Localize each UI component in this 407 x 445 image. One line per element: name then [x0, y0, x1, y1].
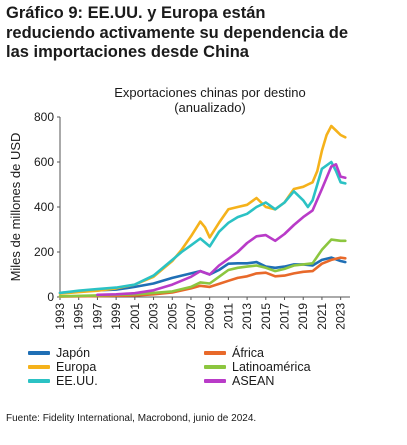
legend-label-europa: Europa [56, 360, 97, 374]
x-tick-label-13: 2019 [296, 303, 310, 330]
legend-swatch-japon [28, 351, 50, 355]
y-tick-label-2: 400 [34, 200, 54, 214]
legend-label-ee-uu: EE.UU. [56, 374, 98, 388]
series-line-latinoamerica [58, 238, 347, 298]
y-tick-label-0: 0 [47, 290, 54, 304]
tick-labels: 0 200 400 600 800 1993 1995 1997 1999 2001 2003 200… [34, 110, 348, 330]
x-tick-label-10: 2013 [240, 303, 254, 330]
headline: Gráfico 9: EE.UU. y Europa están reducie… [6, 4, 404, 63]
legend-swatch-europa [28, 365, 50, 369]
x-tick-label-5: 2003 [147, 303, 161, 330]
chart-subtitle: (anualizado) [174, 100, 246, 115]
y-tick-label-1: 200 [34, 245, 54, 259]
x-tick-label-1: 1995 [72, 303, 86, 330]
series-line-europa [58, 124, 347, 295]
x-tick-label-6: 2005 [165, 303, 179, 330]
x-tick-label-0: 1993 [53, 303, 67, 330]
series-line-asean [96, 163, 347, 297]
x-tick-label-7: 2007 [184, 303, 198, 330]
series-line-ee-uu [58, 160, 347, 295]
legend-label-latinoamerica: Latinoamérica [232, 360, 311, 374]
series-line-japon [58, 256, 347, 295]
x-tick-label-3: 1999 [109, 303, 123, 330]
series-layer [58, 124, 347, 298]
y-tick-label-3: 600 [34, 155, 54, 169]
source-note: Fuente: Fidelity International, Macrobon… [6, 413, 257, 424]
headline-line-2: reduciendo activamente su dependencia de [6, 23, 349, 42]
x-tick-label-11: 2015 [259, 303, 273, 330]
x-tick-label-9: 2011 [221, 303, 235, 329]
legend-swatch-asean [204, 379, 226, 383]
y-axis-title: Miles de millones de USD [8, 133, 23, 282]
x-tick-label-4: 2001 [128, 303, 142, 330]
chart-title: Exportaciones chinas por destino [114, 85, 306, 100]
legend-item-asean: ASEAN [204, 374, 274, 388]
x-tick-label-12: 2017 [278, 303, 292, 330]
legend-item-europa: Europa [28, 360, 96, 374]
legend-item-africa: África [204, 346, 264, 360]
x-tick-label-2: 1997 [90, 303, 104, 330]
legend-item-japon: Japón [28, 346, 90, 360]
x-tick-label-15: 2023 [334, 303, 348, 330]
headline-line-3: las importaciones desde China [6, 43, 249, 61]
headline-line-1: Gráfico 9: EE.UU. y Europa están [6, 4, 266, 22]
legend-swatch-africa [204, 351, 226, 355]
legend-label-asean: ASEAN [232, 374, 275, 388]
legend-item-ee-uu: EE.UU. [28, 374, 98, 388]
legend-swatch-ee-uu [28, 379, 50, 383]
x-tick-label-8: 2009 [203, 303, 217, 330]
legend-label-japon: Japón [56, 346, 91, 360]
legend-swatch-latinoamerica [204, 365, 226, 369]
x-tick-label-14: 2021 [315, 303, 329, 330]
legend-item-latinoamerica: Latinoamérica [204, 360, 311, 374]
legend-label-africa: África [232, 346, 264, 360]
y-tick-label-4: 800 [34, 110, 54, 124]
